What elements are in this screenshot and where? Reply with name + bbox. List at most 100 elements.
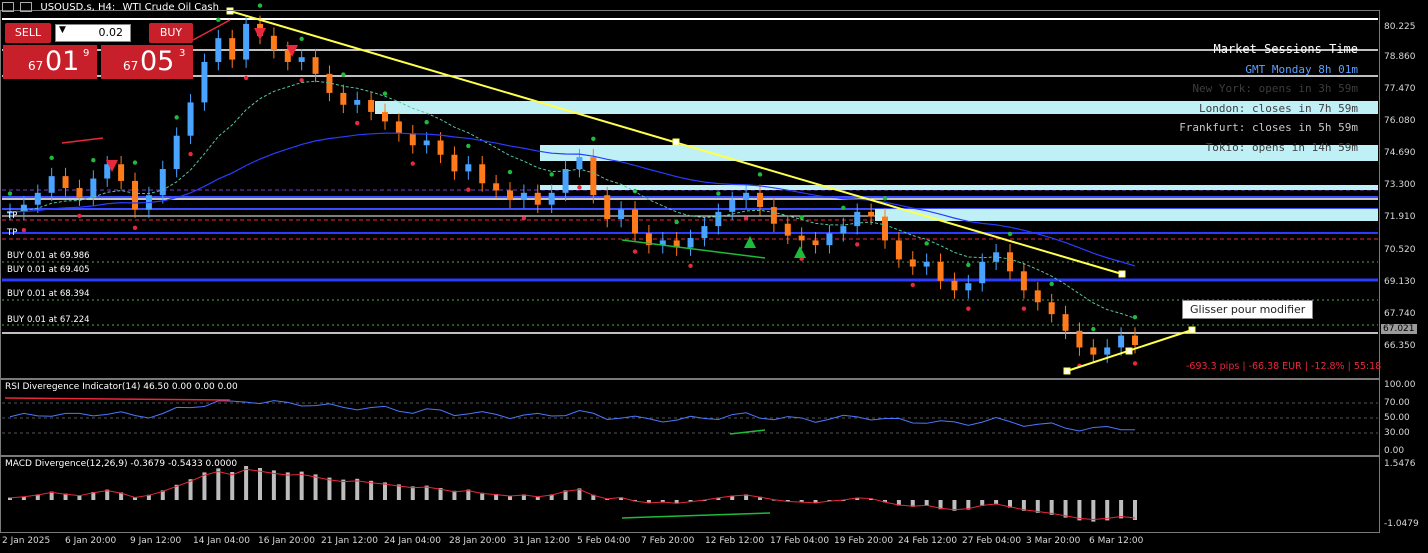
candle-body [645, 233, 652, 246]
signal-dot-red [577, 185, 582, 190]
macd-histogram-bar [258, 468, 262, 500]
price-tick: 78.860 [1384, 52, 1416, 62]
macd-histogram-bar [49, 491, 54, 500]
macd-histogram-bar [688, 500, 693, 502]
tp-label-1[interactable]: TP [7, 211, 18, 221]
macd-histogram-bar [160, 490, 165, 500]
candle-body [715, 211, 722, 227]
candle-body [743, 192, 750, 200]
candle-body [1062, 314, 1069, 331]
macd-histogram-bar [383, 482, 387, 500]
candle-body [243, 23, 250, 60]
buy-order-label-4[interactable]: BUY 0.01 at 67.224 [7, 315, 90, 325]
trendline-handle [1118, 270, 1126, 278]
lot-decrease-arrow-icon[interactable]: ▼ [59, 25, 66, 35]
signal-dot-green [1132, 315, 1138, 320]
macd-histogram-bar [619, 497, 624, 500]
macd-histogram-bar [133, 497, 137, 500]
signal-dot-red [966, 306, 971, 311]
macd-histogram-bar [785, 500, 790, 502]
signal-dot-green [716, 191, 721, 196]
buy-order-label-2[interactable]: BUY 0.01 at 69.405 [7, 265, 90, 275]
macd-histogram-bar [1133, 500, 1137, 520]
supply-zone [875, 209, 1378, 221]
macd-histogram-bar [813, 500, 818, 504]
time-tick: 12 Feb 12:00 [705, 536, 765, 546]
candle-body [1132, 335, 1138, 346]
macd-histogram-bar [313, 474, 318, 500]
candle-body [701, 226, 708, 239]
candle-body [270, 35, 277, 51]
macd-histogram-bar [660, 500, 665, 503]
one-click-trade-panel: SELL ▼ 0.02 BUY 67 01 9 67 05 3 [3, 23, 193, 79]
candle-body [159, 169, 166, 196]
symbol-description: WTI Crude Oil Cash [122, 2, 219, 13]
sell-arrow-icon [106, 160, 118, 172]
sell-button[interactable]: SELL [5, 23, 51, 43]
price-axis[interactable]: 80.225 78.860 77.470 76.080 74.690 73.30… [1380, 0, 1428, 553]
time-tick: 31 Jan 12:00 [513, 536, 570, 546]
buy-order-label-1[interactable]: BUY 0.01 at 69.986 [7, 251, 90, 261]
candle-body [493, 183, 500, 191]
buy-order-label-3[interactable]: BUY 0.01 at 68.394 [7, 289, 90, 299]
time-tick: 9 Jan 12:00 [130, 536, 182, 546]
signal-dot-green [674, 219, 679, 225]
signal-dot-red [243, 75, 249, 81]
macd-histogram-bar [285, 472, 290, 500]
sell-price-box[interactable]: 67 01 9 [3, 45, 97, 79]
candle-body [104, 164, 111, 179]
signal-dot-red [466, 187, 471, 192]
macd-histogram-bar [730, 495, 735, 500]
macd-histogram-bar [924, 500, 929, 506]
price-tick: 66.350 [1384, 341, 1416, 351]
session-frankfurt: Frankfurt: closes in 5h 59m [1179, 121, 1358, 134]
macd-histogram-bar [591, 494, 596, 500]
session-tokio: Tokio: opens in 14h 59m [1205, 140, 1358, 154]
macd-histogram-bar [355, 478, 360, 500]
signal-dot-green [91, 158, 96, 163]
price-tick: 74.690 [1384, 148, 1416, 158]
signal-dot-red [521, 216, 527, 221]
main-chart-panel [0, 10, 1380, 379]
candle-body [354, 100, 361, 105]
divergence-line [61, 137, 104, 144]
signal-dot-green [49, 155, 54, 161]
signal-dot-green [841, 205, 846, 210]
macd-histogram-bar [994, 500, 999, 505]
rsi-tick: 70.00 [1384, 398, 1410, 408]
chart-menu-icon[interactable] [2, 2, 14, 12]
candle-body [118, 164, 125, 181]
macd-histogram-bar [299, 471, 304, 500]
lot-size-input[interactable]: ▼ 0.02 [55, 24, 131, 42]
signal-dot-red [188, 151, 193, 157]
time-tick: 28 Jan 20:00 [449, 536, 506, 546]
candle-body [409, 133, 416, 146]
session-london: London: closes in 7h 59m [1199, 101, 1358, 115]
candle-body [937, 261, 944, 281]
candle-body [965, 283, 972, 291]
buy-button[interactable]: BUY [149, 23, 193, 43]
macd-indicator-title: MACD Divergence(12,26,9) -0.3679 -0.5433… [5, 459, 238, 469]
candle-body [895, 240, 902, 260]
macd-histogram-bar [1049, 500, 1054, 515]
drag-to-modify-tooltip: Glisser pour modifier [1182, 300, 1314, 319]
position-result-text: -693.3 pips | -66.38 EUR | -12.8% | 55:1… [1186, 361, 1382, 372]
divergence-line [621, 239, 766, 259]
candle-body [20, 204, 27, 212]
macd-histogram-bar [438, 488, 443, 500]
candle-body [798, 235, 805, 241]
candle-body [229, 38, 236, 60]
tp-label-2[interactable]: TP [7, 228, 18, 238]
candle-body [854, 211, 861, 227]
candle-body [132, 180, 138, 210]
buy-price-box[interactable]: 67 05 3 [101, 45, 193, 79]
candle-body [1034, 290, 1041, 303]
candle-body [840, 226, 847, 234]
signal-dot-green [1007, 231, 1013, 237]
indicator-icon[interactable] [20, 2, 33, 12]
candle-body [590, 157, 597, 196]
macd-histogram-bar [535, 496, 540, 500]
candle-body [173, 135, 180, 170]
